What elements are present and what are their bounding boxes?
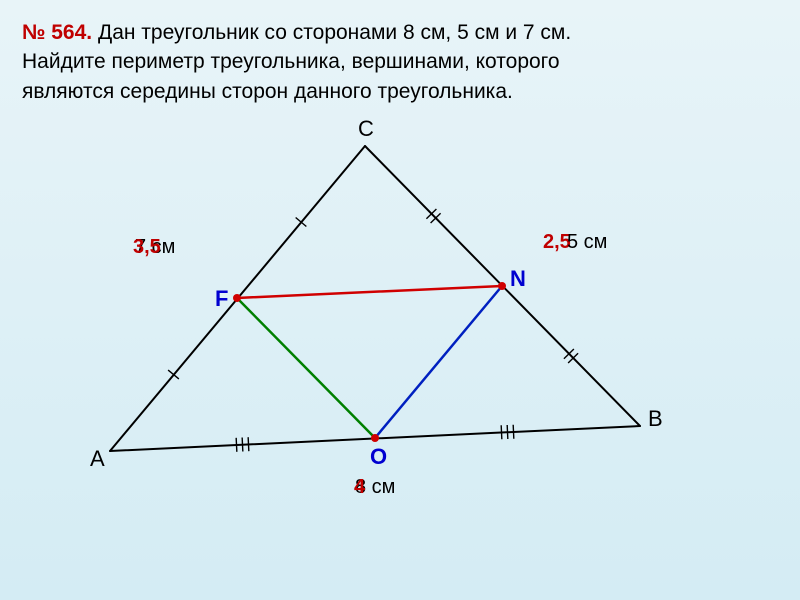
label-A: A [90, 446, 105, 472]
label-F: F [215, 286, 228, 312]
side-left-half: 3,5 [133, 236, 161, 259]
problem-line3: являются середины сторон данного треугол… [22, 80, 513, 103]
problem-line2: Найдите периметр треугольника, вершинами… [22, 50, 560, 73]
side-bottom-half: 4 [354, 476, 365, 499]
problem-line1: Дан треугольник со сторонами 8 см, 5 см … [98, 21, 571, 44]
problem-text: № 564. Дан треугольник со сторонами 8 см… [0, 0, 800, 106]
side-right-full: 5 см [567, 231, 607, 254]
problem-number: № 564. [22, 21, 92, 44]
diagram-area: A B C F N O 7 см 3,5 2,5 5 см 8 см 4 [0, 106, 800, 586]
label-N: N [510, 266, 526, 292]
geometry-svg [0, 106, 800, 586]
label-B: B [648, 406, 663, 432]
label-C: C [358, 116, 374, 142]
label-O: O [370, 444, 387, 470]
